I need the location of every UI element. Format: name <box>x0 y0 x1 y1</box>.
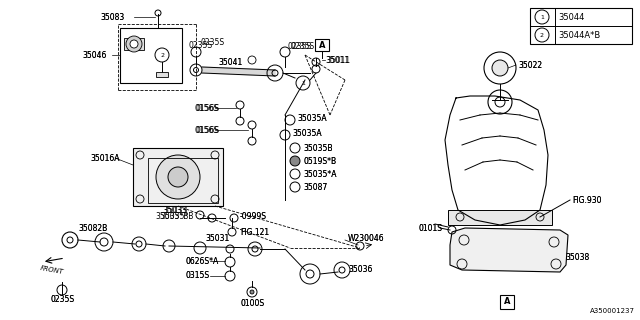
Text: 0235S: 0235S <box>50 295 74 305</box>
Text: 35082B: 35082B <box>78 223 108 233</box>
Text: 35011: 35011 <box>325 55 349 65</box>
Text: 0156S: 0156S <box>195 103 219 113</box>
Bar <box>530 8 632 44</box>
Text: 0101S: 0101S <box>418 223 442 233</box>
Text: 0100S: 0100S <box>240 299 264 308</box>
Text: FIG.930: FIG.930 <box>572 196 602 204</box>
Text: 2: 2 <box>540 33 544 37</box>
Circle shape <box>126 36 142 52</box>
Text: 35035B: 35035B <box>303 143 333 153</box>
Text: 35038: 35038 <box>565 253 589 262</box>
Text: -0999S: -0999S <box>240 212 267 220</box>
Text: W230046: W230046 <box>348 234 385 243</box>
Text: 0235S: 0235S <box>290 42 314 51</box>
Text: 35083: 35083 <box>100 12 124 21</box>
Text: 35022: 35022 <box>518 60 542 69</box>
Text: 35031: 35031 <box>205 234 229 243</box>
Text: A: A <box>504 298 510 307</box>
Text: 0156S: 0156S <box>195 125 219 134</box>
Text: 35044A*B: 35044A*B <box>558 30 600 39</box>
Text: 0235S: 0235S <box>200 37 224 46</box>
Text: 35035*B: 35035*B <box>160 212 193 220</box>
Text: FIG.930: FIG.930 <box>572 196 602 204</box>
Text: 35035A: 35035A <box>297 114 326 123</box>
Bar <box>120 28 182 83</box>
Text: 0626S*A: 0626S*A <box>185 257 218 266</box>
Text: 35041: 35041 <box>218 58 243 67</box>
Circle shape <box>290 156 300 166</box>
Text: -0999S: -0999S <box>240 212 267 220</box>
Polygon shape <box>450 228 568 272</box>
Text: 0315S: 0315S <box>185 271 209 281</box>
Text: 1: 1 <box>301 81 305 85</box>
Text: 0519S*B: 0519S*B <box>303 156 336 165</box>
Text: 35036: 35036 <box>348 266 372 275</box>
Text: A: A <box>319 41 325 50</box>
Text: 35022: 35022 <box>518 60 542 69</box>
Text: 35038: 35038 <box>565 253 589 262</box>
Bar <box>156 72 168 77</box>
Text: 35083: 35083 <box>100 12 124 21</box>
Text: 2: 2 <box>160 52 164 58</box>
Polygon shape <box>202 67 275 76</box>
Text: 0235S: 0235S <box>50 295 74 305</box>
Text: 1: 1 <box>540 14 544 20</box>
Text: A350001237: A350001237 <box>590 308 635 314</box>
Circle shape <box>250 290 254 294</box>
Text: 35046: 35046 <box>82 51 106 60</box>
Bar <box>500 295 514 309</box>
Text: 35033: 35033 <box>162 205 186 214</box>
Circle shape <box>492 60 508 76</box>
Text: 0519S*B: 0519S*B <box>303 156 336 165</box>
Text: 0235S: 0235S <box>188 41 212 50</box>
Bar <box>148 158 218 203</box>
Text: W230046: W230046 <box>348 234 385 243</box>
Text: 35035A: 35035A <box>292 129 322 138</box>
Text: 35035*A: 35035*A <box>303 170 337 179</box>
Text: 35035B: 35035B <box>303 143 333 153</box>
Text: 35044: 35044 <box>558 12 584 21</box>
Text: 0100S: 0100S <box>240 299 264 308</box>
Text: FIG.121: FIG.121 <box>240 228 269 236</box>
Text: 35087: 35087 <box>303 182 327 191</box>
Text: 35033: 35033 <box>163 205 188 214</box>
Circle shape <box>156 155 200 199</box>
Circle shape <box>130 40 138 48</box>
Text: 35035*B: 35035*B <box>155 212 188 220</box>
Text: 35011: 35011 <box>326 55 350 65</box>
Text: 0156S: 0156S <box>194 103 218 113</box>
Bar <box>315 39 329 51</box>
Text: 0235S: 0235S <box>287 42 311 51</box>
Circle shape <box>168 167 188 187</box>
Text: 35046: 35046 <box>82 51 106 60</box>
Text: 35041: 35041 <box>218 58 243 67</box>
Text: 0101S: 0101S <box>418 223 442 233</box>
Text: 35016A: 35016A <box>90 154 120 163</box>
Text: 0315S: 0315S <box>185 271 209 281</box>
Text: 35035*A: 35035*A <box>303 170 337 179</box>
Text: 35035A: 35035A <box>297 114 326 123</box>
Text: 35036: 35036 <box>348 266 372 275</box>
Text: 35035A: 35035A <box>292 129 322 138</box>
Bar <box>124 38 144 50</box>
Text: FRONT: FRONT <box>40 265 64 275</box>
Text: 35016A: 35016A <box>90 154 120 163</box>
Text: 35031: 35031 <box>205 234 229 243</box>
Text: FIG.121: FIG.121 <box>240 228 269 236</box>
Text: 35082B: 35082B <box>78 223 108 233</box>
Text: 35087: 35087 <box>303 182 327 191</box>
Bar <box>448 210 552 225</box>
Text: 0626S*A: 0626S*A <box>185 257 218 266</box>
Text: 0156S: 0156S <box>194 125 218 134</box>
Bar <box>133 148 223 206</box>
